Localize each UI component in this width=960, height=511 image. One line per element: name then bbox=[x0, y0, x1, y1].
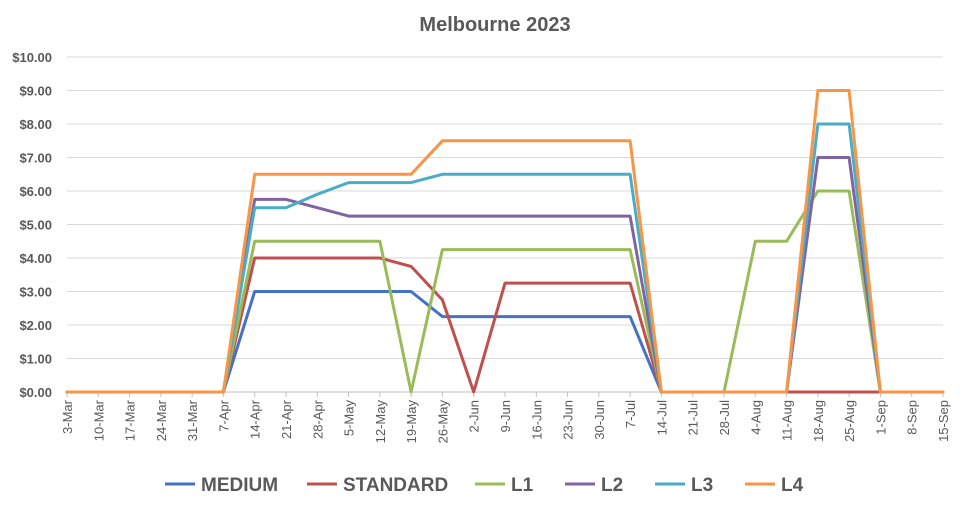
x-tick-label: 25-Aug bbox=[842, 400, 857, 442]
y-tick-label: $9.00 bbox=[19, 84, 52, 99]
x-tick-label: 3-Mar bbox=[60, 399, 75, 434]
legend-item-medium: MEDIUM bbox=[165, 475, 278, 496]
y-tick-label: $4.00 bbox=[19, 251, 52, 266]
x-tick-label: 4-Aug bbox=[748, 400, 763, 435]
legend-label: L3 bbox=[691, 475, 713, 496]
y-tick-label: $1.00 bbox=[19, 352, 52, 367]
legend-label: L4 bbox=[781, 475, 804, 496]
x-tick-label: 10-Mar bbox=[91, 399, 106, 441]
x-tick-label: 17-Mar bbox=[123, 399, 138, 441]
y-tick-label: $7.00 bbox=[19, 151, 52, 166]
x-tick-label: 15-Sep bbox=[936, 400, 951, 442]
x-tick-label: 14-Jul bbox=[654, 400, 669, 436]
legend-item-l2: L2 bbox=[565, 475, 623, 496]
x-tick-label: 19-May bbox=[404, 400, 419, 444]
x-tick-label: 9-Jun bbox=[498, 400, 513, 433]
series-lines bbox=[65, 89, 945, 394]
x-tick-label: 11-Aug bbox=[780, 400, 795, 441]
series-line-medium bbox=[65, 290, 945, 394]
x-tick-label: 2-Jun bbox=[467, 400, 482, 433]
y-tick-label: $3.00 bbox=[19, 285, 52, 300]
y-tick-label: $6.00 bbox=[19, 184, 52, 199]
legend-label: L1 bbox=[511, 475, 534, 496]
x-tick-label: 24-Mar bbox=[154, 399, 169, 441]
x-tick-label: 30-Jun bbox=[592, 400, 607, 440]
series-line-l4 bbox=[65, 89, 945, 394]
x-tick-label: 28-Apr bbox=[310, 399, 325, 439]
x-tick-label: 21-Jul bbox=[686, 400, 701, 436]
x-tick-label: 14-Apr bbox=[248, 399, 263, 439]
x-axis: 3-Mar 10-Mar 17-Mar 24-Mar 31-Mar 7-Apr 14-Apr… bbox=[60, 392, 951, 443]
legend: MEDIUM STANDARD L1 L2 L3 L4 bbox=[165, 475, 804, 496]
legend-label: L2 bbox=[601, 475, 623, 496]
x-tick-label: 16-Jun bbox=[529, 400, 544, 440]
y-tick-label: $8.00 bbox=[19, 117, 52, 132]
legend-label: STANDARD bbox=[343, 475, 448, 496]
legend-item-l1: L1 bbox=[475, 475, 534, 496]
y-tick-label: $10.00 bbox=[12, 50, 52, 65]
x-tick-label: 8-Sep bbox=[905, 400, 920, 435]
legend-item-l4: L4 bbox=[745, 475, 804, 496]
x-tick-label: 7-Apr bbox=[216, 399, 231, 431]
chart-title: Melbourne 2023 bbox=[419, 14, 570, 36]
x-tick-label: 12-May bbox=[373, 400, 388, 444]
y-tick-label: $0.00 bbox=[19, 385, 52, 400]
x-tick-label: 23-Jun bbox=[561, 400, 576, 440]
x-tick-label: 31-Mar bbox=[185, 399, 200, 441]
series-line-l2 bbox=[65, 156, 945, 394]
x-tick-label: 1-Sep bbox=[873, 400, 888, 435]
legend-item-standard: STANDARD bbox=[307, 475, 448, 496]
y-tick-label: $5.00 bbox=[19, 218, 52, 233]
y-axis: $0.00 $1.00 $2.00 $3.00 $4.00 $5.00 $6.00 $7.00… bbox=[12, 50, 52, 400]
y-tick-label: $2.00 bbox=[19, 318, 52, 333]
legend-label: MEDIUM bbox=[201, 475, 278, 496]
x-tick-label: 18-Aug bbox=[811, 400, 826, 442]
x-tick-label: 26-May bbox=[435, 400, 450, 444]
legend-item-l3: L3 bbox=[655, 475, 713, 496]
x-tick-label: 21-Apr bbox=[279, 399, 294, 439]
x-tick-label: 28-Jul bbox=[717, 400, 732, 436]
gridlines bbox=[67, 56, 943, 393]
x-tick-label: 7-Jul bbox=[623, 400, 638, 428]
x-tick-label: 5-May bbox=[342, 400, 357, 437]
